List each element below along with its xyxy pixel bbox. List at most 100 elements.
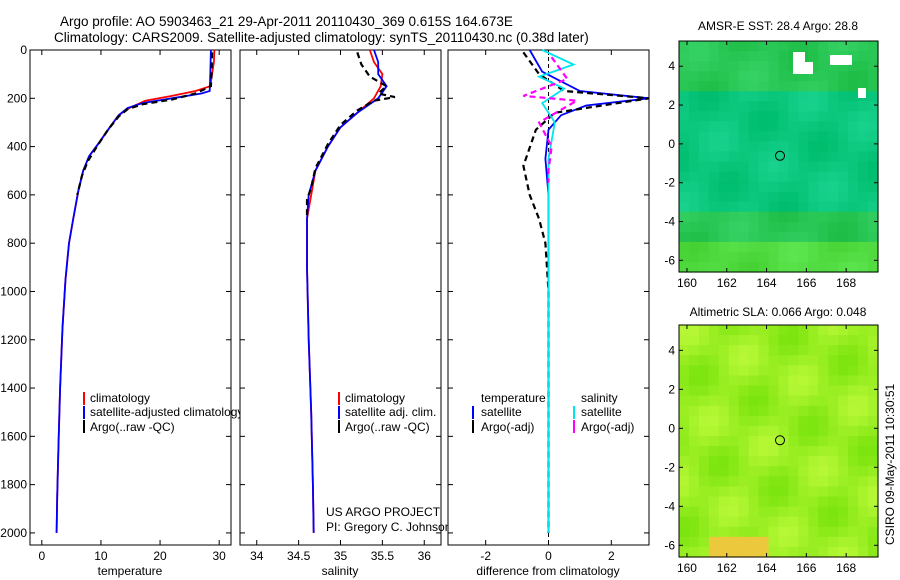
sla-map-frame	[678, 324, 879, 558]
map-cell	[688, 131, 700, 143]
map-cell	[778, 101, 790, 112]
map-cell	[718, 546, 730, 558]
map-cell	[848, 335, 859, 346]
map-cell	[768, 486, 780, 498]
map-cell	[818, 111, 829, 122]
map-cell	[738, 325, 750, 336]
map-cell	[738, 466, 750, 477]
project-label: US ARGO PROJECT	[326, 505, 441, 519]
map-cell	[718, 101, 730, 112]
map-cell	[688, 71, 700, 82]
map-cell	[679, 121, 690, 132]
map-cell	[728, 141, 740, 153]
map-cell	[688, 201, 700, 213]
y-tick-label: 600	[7, 188, 27, 202]
map-cell	[848, 241, 859, 253]
map-cell	[679, 395, 690, 407]
map-cell	[688, 191, 700, 203]
map-cell	[758, 111, 770, 122]
map-cell	[718, 161, 730, 173]
map-cell	[748, 221, 760, 233]
map-cell	[768, 476, 780, 487]
map-cell	[808, 446, 819, 457]
map-cell	[818, 91, 829, 102]
map-cell	[698, 375, 710, 387]
map-cell	[848, 355, 859, 366]
map-cell	[728, 241, 740, 253]
map-cell	[838, 241, 849, 253]
map-cell	[858, 61, 869, 72]
map-cell	[808, 241, 819, 253]
map-cell	[688, 241, 700, 253]
map-cell	[768, 425, 780, 437]
map-cell	[748, 395, 760, 407]
map-cell	[758, 171, 770, 183]
map-cell	[698, 191, 710, 203]
map-cell	[698, 506, 710, 518]
map-cell	[868, 365, 879, 377]
map-cell	[858, 241, 869, 253]
map-cell	[828, 516, 839, 528]
map-cell	[798, 111, 809, 122]
map-cell	[738, 51, 750, 62]
map-cell	[848, 365, 859, 377]
map-cell	[788, 71, 799, 82]
no-data-patch	[830, 55, 852, 65]
map-cell	[768, 81, 780, 92]
map-cell	[858, 395, 869, 407]
map-cell	[788, 506, 799, 518]
map-cell	[698, 425, 710, 437]
map-cell	[828, 526, 839, 538]
map-cell	[698, 345, 710, 356]
map-cell	[788, 171, 799, 183]
map-cell	[698, 355, 710, 366]
map-cell	[788, 456, 799, 467]
map-cell	[868, 476, 879, 487]
map-cell	[778, 446, 790, 457]
map-cell	[738, 81, 750, 92]
map-cell	[708, 191, 720, 203]
map-cell	[718, 201, 730, 213]
map-cell	[778, 141, 790, 153]
map-cell	[768, 181, 780, 193]
map-cell	[848, 526, 859, 538]
map-cell	[748, 141, 760, 153]
map-cell	[778, 161, 790, 173]
map-cell	[838, 141, 849, 153]
map-cell	[768, 211, 780, 223]
map-cell	[758, 241, 770, 253]
map-cell	[688, 536, 700, 548]
map-cell	[718, 446, 730, 457]
map-cell	[758, 536, 770, 548]
map-cell	[858, 261, 869, 273]
map-cell	[728, 161, 740, 173]
map-cell	[838, 345, 849, 356]
x-tick-label: 166	[796, 276, 816, 290]
map-cell	[868, 355, 879, 366]
map-cell	[788, 516, 799, 528]
map-cell	[778, 261, 790, 273]
map-cell	[788, 131, 799, 143]
map-cell	[748, 405, 760, 417]
map-cell	[728, 526, 740, 538]
map-cell	[768, 536, 780, 548]
map-cell	[838, 211, 849, 223]
map-cell	[798, 191, 809, 203]
map-cell	[868, 121, 879, 132]
map-cell	[738, 141, 750, 153]
map-cell	[718, 496, 730, 508]
map-cell	[858, 111, 869, 122]
map-cell	[788, 335, 799, 346]
map-cell	[838, 466, 849, 477]
map-cell	[868, 241, 879, 253]
map-cell	[698, 101, 710, 112]
map-cell	[798, 506, 809, 518]
map-cell	[848, 231, 859, 243]
map-cell	[788, 345, 799, 356]
map-cell	[788, 151, 799, 163]
map-cell	[838, 221, 849, 233]
map-cell	[708, 111, 720, 122]
map-cell	[708, 425, 720, 437]
map-cell	[808, 251, 819, 263]
map-cell	[798, 526, 809, 538]
